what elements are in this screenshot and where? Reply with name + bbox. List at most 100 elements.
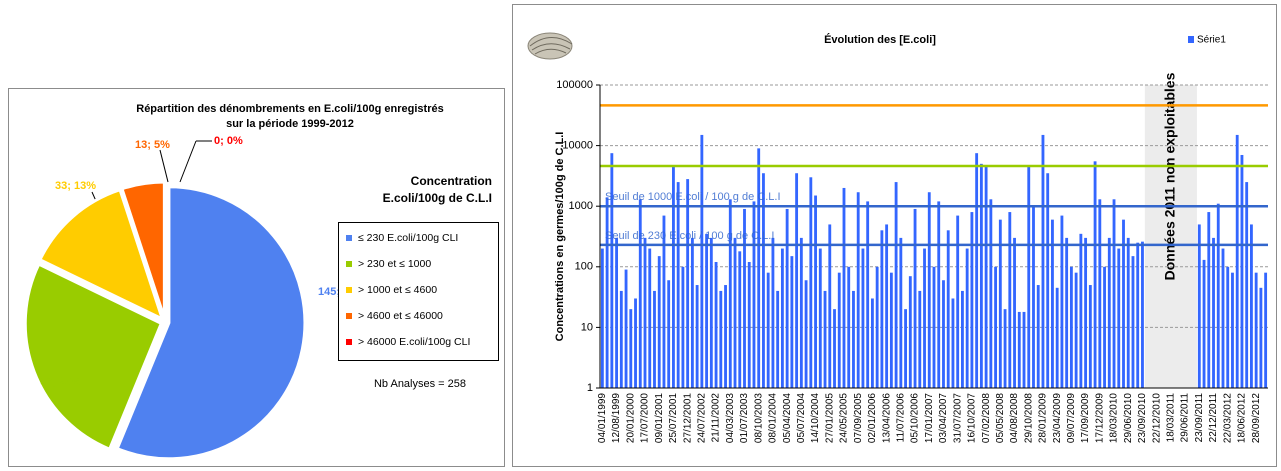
reference-label: Seuil de 1000 E.coli / 100 g de C.L.I (605, 191, 781, 203)
x-tick-label: 23/04/2009 (1052, 393, 1063, 443)
bar (747, 262, 751, 388)
x-tick-label: 24/05/2005 (839, 393, 850, 443)
x-tick-label: 25/07/2001 (668, 393, 679, 443)
bar (1216, 203, 1220, 388)
shell-icon (527, 32, 573, 60)
bar (894, 182, 898, 388)
bar (1235, 134, 1239, 388)
bar (1069, 266, 1073, 388)
note: Nb Analyses = 258 (374, 378, 466, 390)
legend-label: > 1000 et ≤ 4600 (358, 284, 437, 296)
y-tick-label: 10000 (562, 140, 593, 152)
pie-slice (23, 262, 164, 452)
bar (762, 173, 765, 388)
bar (889, 272, 893, 388)
bar (1136, 242, 1140, 388)
legend-swatch (346, 261, 352, 267)
bar (1202, 259, 1206, 388)
bar (795, 173, 799, 388)
bar (799, 237, 803, 388)
x-tick-label: 31/07/2007 (952, 393, 963, 443)
y-tick-label: 1000 (569, 200, 593, 212)
bar (923, 248, 926, 388)
x-tick-label: 22/03/2012 (1222, 393, 1233, 443)
bar (1197, 224, 1201, 388)
x-tick-label: 16/10/2007 (967, 393, 978, 443)
legend-label: > 230 et ≤ 1000 (358, 258, 431, 270)
bar (837, 272, 841, 388)
x-tick-label: 04/08/2008 (1009, 393, 1020, 443)
bar (686, 179, 690, 388)
bar (833, 309, 836, 388)
bar (1088, 285, 1092, 388)
bar (1117, 248, 1121, 388)
x-tick-label: 08/01/2004 (768, 393, 779, 443)
bar (823, 290, 827, 388)
x-tick-label: 07/09/2005 (853, 393, 864, 443)
value-label: 67; 26% (40, 376, 81, 388)
bar (709, 237, 713, 388)
bar (1254, 272, 1258, 388)
x-tick-label: 17/12/2009 (1094, 393, 1105, 443)
bar (1013, 237, 1016, 388)
pie-slice (37, 187, 165, 322)
x-tick-label: 07/02/2008 (981, 393, 992, 443)
x-tick-label: 18/06/2012 (1237, 393, 1248, 443)
bar (600, 248, 604, 388)
gap-band (1144, 85, 1197, 388)
bar (927, 192, 931, 388)
bar (852, 290, 855, 388)
bar (804, 280, 808, 388)
bar (785, 208, 789, 388)
x-tick-label: 18/03/2011 (1166, 393, 1177, 443)
x-tick-label: 13/04/2006 (881, 393, 892, 443)
bar (1060, 215, 1064, 388)
legend-swatch (346, 235, 352, 241)
x-tick-label: 27/01/2005 (824, 393, 835, 443)
bar (951, 298, 955, 388)
leader-line (159, 149, 169, 183)
x-tick-label: 22/12/2011 (1208, 393, 1219, 443)
bar (1231, 272, 1234, 388)
bar (719, 290, 723, 388)
bar (814, 195, 817, 388)
bar (757, 148, 761, 388)
bar (1264, 272, 1268, 388)
bar (1079, 233, 1083, 388)
bar (918, 290, 922, 388)
legend-swatch (346, 313, 352, 319)
bar (771, 237, 775, 388)
bar (979, 163, 983, 388)
bar (667, 280, 671, 388)
bar (1126, 237, 1130, 388)
x-tick-label: 17/09/2009 (1080, 393, 1091, 443)
chart-title: Répartition des dénombrements en E.coli/… (136, 103, 443, 115)
x-tick-label: 05/04/2004 (782, 393, 793, 443)
bar (648, 248, 652, 388)
bar (818, 248, 822, 388)
bar (1112, 199, 1116, 388)
chart-title: sur la période 1999-2012 (226, 118, 354, 130)
bar (738, 251, 742, 388)
bar (1008, 212, 1012, 388)
bar (695, 285, 699, 388)
value-label: 33; 13% (55, 180, 96, 192)
bar (1027, 166, 1031, 388)
x-tick-label: 04/03/2003 (725, 393, 736, 443)
x-tick-label: 28/01/2009 (1038, 393, 1049, 443)
bar (984, 166, 988, 388)
bar (856, 192, 860, 388)
legend-title: Concentration (411, 174, 492, 188)
x-tick-label: 09/01/2001 (654, 393, 665, 443)
bar (643, 237, 647, 388)
value-label: 0; 0% (214, 135, 243, 147)
x-tick-label: 17/07/2000 (640, 393, 651, 443)
bar (1212, 237, 1215, 388)
y-tick-label: 100000 (556, 79, 593, 91)
legend-swatch (346, 287, 352, 293)
x-tick-label: 20/01/2000 (625, 393, 636, 443)
bar (842, 187, 846, 388)
bar (638, 199, 642, 388)
bar (780, 248, 784, 388)
